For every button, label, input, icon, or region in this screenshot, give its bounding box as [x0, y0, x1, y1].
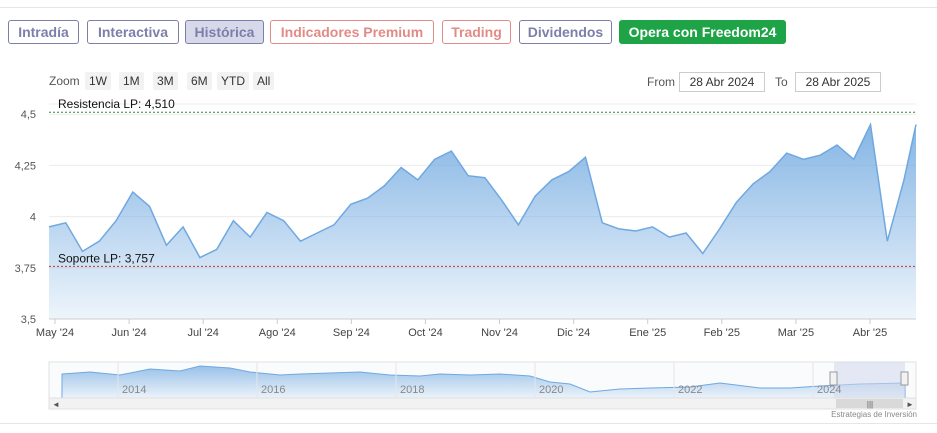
- navigator-year-label: 2018: [400, 384, 424, 396]
- x-tick-label: Nov '24: [481, 327, 518, 339]
- navigator-year-label: 2024: [817, 384, 841, 396]
- x-tick-label: May '24: [36, 327, 74, 339]
- zoom-3m-button[interactable]: 3M: [153, 72, 178, 90]
- tab-indicadores-premium[interactable]: Indicadores Premium: [270, 20, 434, 44]
- support-label: Soporte LP: 3,757: [58, 251, 155, 265]
- navigator-scrollbar[interactable]: ||| ◄ ►: [48, 397, 917, 410]
- y-tick-label: 3,75: [15, 263, 36, 275]
- navigator[interactable]: 2014 2016 2018 2020 2022 2024: [48, 361, 917, 399]
- range-from-label: From: [647, 75, 675, 89]
- tab-intradia[interactable]: Intradía: [8, 20, 79, 44]
- tab-interactiva[interactable]: Interactiva: [87, 20, 179, 44]
- y-tick-label: 3,5: [21, 314, 36, 326]
- x-tick-label: Oct '24: [408, 327, 443, 339]
- x-tick-label: Sep '24: [333, 327, 370, 339]
- freedom24-button[interactable]: Opera con Freedom24: [619, 20, 786, 44]
- top-divider: [0, 7, 937, 8]
- zoom-all-button[interactable]: All: [253, 72, 275, 90]
- navigator-year-label: 2014: [122, 384, 146, 396]
- zoom-1m-button[interactable]: 1M: [119, 72, 144, 90]
- x-axis: May '24 Jun '24 Jul '24 Ago '24 Sep '24 Oct '…: [36, 318, 916, 339]
- scrollbar-grip-icon: |||: [867, 400, 873, 409]
- navigator-right-handle[interactable]: [900, 371, 909, 386]
- x-tick-label: Jun '24: [112, 327, 147, 339]
- x-tick-label: Abr '25: [853, 327, 888, 339]
- scroll-left-arrow-icon[interactable]: ◄: [52, 400, 60, 409]
- y-tick-label: 4,5: [21, 109, 36, 121]
- credit-text: Estrategias de Inversión: [831, 410, 917, 419]
- navigator-year-labels: 2014 2016 2018 2020 2022 2024: [117, 362, 841, 398]
- range-to-input[interactable]: 28 Abr 2025: [795, 72, 881, 92]
- navigator-left-handle[interactable]: [829, 371, 838, 386]
- navigator-year-label: 2020: [539, 384, 563, 396]
- x-tick-label: Dic '24: [557, 327, 590, 339]
- zoom-1w-button[interactable]: 1W: [85, 72, 111, 90]
- price-line: [48, 121, 917, 259]
- resistance-label: Resistencia LP: 4,510: [58, 97, 175, 111]
- y-tick-label: 4,25: [15, 160, 36, 172]
- range-from-input[interactable]: 28 Abr 2024: [679, 72, 765, 92]
- zoom-6m-button[interactable]: 6M: [187, 72, 212, 90]
- navigator-year-label: 2022: [678, 384, 702, 396]
- navigator-series: [61, 365, 906, 399]
- navigator-selection[interactable]: [834, 362, 905, 398]
- bottom-divider: [0, 423, 937, 424]
- x-tick-label: Ago '24: [259, 327, 296, 339]
- x-tick-label: Ene '25: [629, 327, 666, 339]
- x-tick-label: Mar '25: [778, 327, 814, 339]
- x-tick-label: Jul '24: [187, 327, 218, 339]
- x-tick-label: Feb '25: [704, 327, 740, 339]
- scrollbar-track: [48, 397, 917, 410]
- navigator-year-label: 2016: [261, 384, 285, 396]
- scroll-right-arrow-icon[interactable]: ►: [906, 400, 914, 409]
- zoom-label: Zoom: [49, 74, 80, 88]
- tab-trading[interactable]: Trading: [442, 20, 511, 44]
- zoom-ytd-button[interactable]: YTD: [217, 72, 249, 90]
- tab-dividendos[interactable]: Dividendos: [519, 20, 612, 44]
- range-to-label: To: [775, 75, 788, 89]
- price-area: [49, 124, 916, 319]
- y-tick-label: 4: [30, 212, 36, 224]
- scrollbar-thumb[interactable]: [836, 399, 903, 408]
- y-axis: 4,5 4,25 4 3,75 3,5: [15, 109, 36, 326]
- tab-historica[interactable]: Histórica: [185, 20, 264, 44]
